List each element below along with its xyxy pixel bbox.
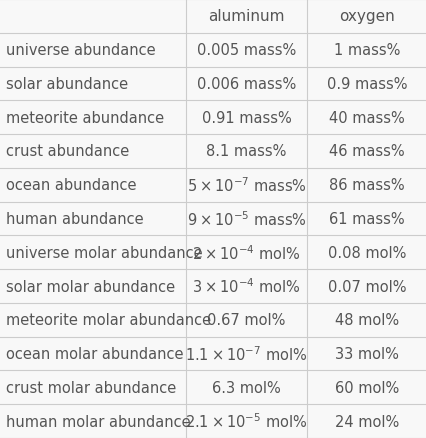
- Text: meteorite abundance: meteorite abundance: [6, 110, 164, 125]
- Text: 0.005 mass%: 0.005 mass%: [196, 43, 296, 58]
- Text: solar abundance: solar abundance: [6, 77, 128, 92]
- Text: 0.006 mass%: 0.006 mass%: [196, 77, 296, 92]
- Text: $9 \times 10^{-5}$ mass%: $9 \times 10^{-5}$ mass%: [186, 210, 306, 228]
- Text: 46 mass%: 46 mass%: [328, 144, 404, 159]
- Text: ocean molar abundance: ocean molar abundance: [6, 346, 184, 361]
- Text: 0.67 mol%: 0.67 mol%: [207, 313, 285, 328]
- Text: 61 mass%: 61 mass%: [328, 212, 404, 226]
- Text: 0.91 mass%: 0.91 mass%: [201, 110, 291, 125]
- Text: $2 \times 10^{-4}$ mol%: $2 \times 10^{-4}$ mol%: [192, 244, 300, 262]
- Text: 6.3 mol%: 6.3 mol%: [212, 380, 280, 395]
- Text: 0.08 mol%: 0.08 mol%: [327, 245, 406, 260]
- Text: 86 mass%: 86 mass%: [328, 178, 404, 193]
- Text: $2.1 \times 10^{-5}$ mol%: $2.1 \times 10^{-5}$ mol%: [185, 412, 307, 431]
- Text: aluminum: aluminum: [208, 9, 284, 25]
- Text: $1.1 \times 10^{-7}$ mol%: $1.1 \times 10^{-7}$ mol%: [185, 344, 307, 363]
- Text: 1 mass%: 1 mass%: [333, 43, 400, 58]
- Text: 24 mol%: 24 mol%: [334, 413, 398, 429]
- Text: meteorite molar abundance: meteorite molar abundance: [6, 313, 211, 328]
- Text: crust abundance: crust abundance: [6, 144, 130, 159]
- Text: solar molar abundance: solar molar abundance: [6, 279, 175, 294]
- Text: 8.1 mass%: 8.1 mass%: [206, 144, 286, 159]
- Text: $5 \times 10^{-7}$ mass%: $5 \times 10^{-7}$ mass%: [186, 176, 306, 194]
- Text: 33 mol%: 33 mol%: [334, 346, 398, 361]
- Text: $3 \times 10^{-4}$ mol%: $3 \times 10^{-4}$ mol%: [192, 277, 300, 296]
- Text: ocean abundance: ocean abundance: [6, 178, 137, 193]
- Text: universe abundance: universe abundance: [6, 43, 155, 58]
- Text: 40 mass%: 40 mass%: [328, 110, 404, 125]
- Text: universe molar abundance: universe molar abundance: [6, 245, 202, 260]
- Text: 0.9 mass%: 0.9 mass%: [326, 77, 406, 92]
- Text: 60 mol%: 60 mol%: [334, 380, 398, 395]
- Text: 48 mol%: 48 mol%: [334, 313, 398, 328]
- Text: crust molar abundance: crust molar abundance: [6, 380, 176, 395]
- Text: oxygen: oxygen: [339, 9, 394, 25]
- Text: human molar abundance: human molar abundance: [6, 413, 190, 429]
- Text: human abundance: human abundance: [6, 212, 144, 226]
- Text: 0.07 mol%: 0.07 mol%: [327, 279, 406, 294]
